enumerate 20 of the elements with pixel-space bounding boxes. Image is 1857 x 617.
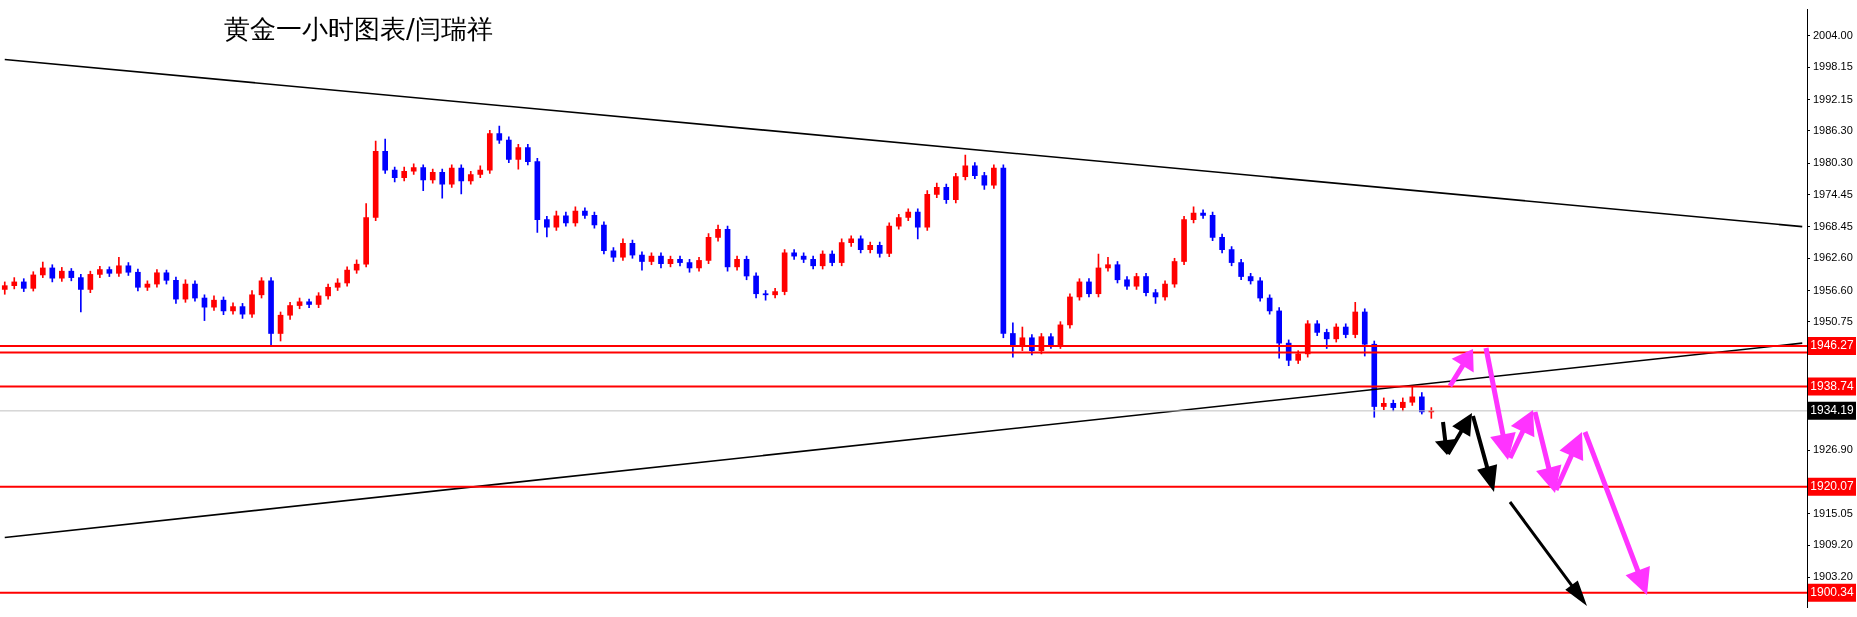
y-tick-label: 1962.60 [1813,251,1853,264]
y-tick-label: 1909.20 [1813,538,1853,551]
y-tick-label: 1956.60 [1813,283,1853,296]
y-tick-label: 1968.45 [1813,219,1853,232]
y-tick-label: 1986.30 [1813,124,1853,137]
y-tick-label: 1950.75 [1813,314,1853,327]
y-tick-label: 2004.00 [1813,28,1853,41]
y-tick-label: 1974.45 [1813,187,1853,200]
chart-title: 黄金一小时图表/闫瑞祥 [224,13,493,46]
y-tick-label: 1926.90 [1813,443,1853,456]
y-tick-label: 1998.15 [1813,60,1853,73]
y-tick-label: 1903.20 [1813,570,1853,583]
ref-line-label: 1934.19 [1810,403,1855,418]
ref-line-label: 1946.27 [1810,338,1855,353]
y-tick-label: 1915.05 [1813,506,1853,519]
ref-line-label: 1938.74 [1810,378,1855,393]
y-tick-label: 1980.30 [1813,156,1853,169]
ref-line-label: 1900.34 [1810,585,1855,599]
ref-line-label: 1920.07 [1810,479,1855,494]
y-tick-label: 1992.15 [1813,92,1853,105]
